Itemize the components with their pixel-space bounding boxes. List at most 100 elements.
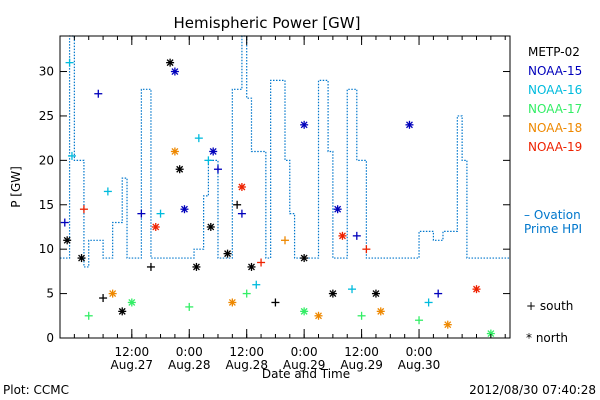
y-axis: 0 5 10 15 20 25 30 [39,65,510,345]
plot-frame [59,35,511,339]
north-point [314,311,323,320]
north-point [472,285,481,294]
x-tick-time-label: 0:00 [176,345,203,359]
north-point [206,222,215,231]
south-point [271,298,280,307]
north-point [192,262,201,271]
south-point [79,205,88,214]
south-point [348,285,357,294]
north-point [247,262,256,271]
north-point [405,120,414,129]
north-point [300,120,309,129]
north-point [371,289,380,298]
north-point [333,205,342,214]
data-points-layer [60,58,495,338]
north-point [443,320,452,329]
south-point [257,258,266,267]
legend-item-noaa-17: NOAA-17 [528,102,582,116]
south-point [213,165,222,174]
south-point [242,289,251,298]
south-point [65,58,74,67]
south-point [415,316,424,325]
north-point [223,249,232,258]
north-point [237,183,246,191]
south-point [146,262,155,271]
x-tick-time-label: 0:00 [406,345,433,359]
south-point [194,134,203,143]
north-point [300,254,309,263]
ovation-hpi-line [60,35,510,268]
north-point [166,58,175,67]
y-tick-label: 15 [39,198,54,212]
south-point [424,298,433,307]
legend-ovation-line2: Prime HPI [524,222,582,236]
x-tick-date-label: Aug.28 [225,358,268,372]
south-point [434,289,443,298]
legend-item-noaa-15: NOAA-15 [528,64,582,78]
north-point [328,289,337,298]
legend: METP-02 NOAA-15 NOAA-16 NOAA-17 NOAA-18 NOAA-… [524,45,582,345]
x-tick-time-label: 12:00 [229,345,264,359]
north-point [108,289,117,298]
x-tick-time-label: 12:00 [115,345,150,359]
x-tick-date-label: Aug.29 [283,358,326,372]
south-point [67,151,76,160]
x-tick-date-label: Aug.27 [111,358,154,372]
marker-legend-north: * north [526,331,568,345]
south-point [252,280,261,289]
south-point [352,231,361,240]
x-tick-date-label: Aug.29 [340,358,383,372]
y-axis-label: P [GW] [9,166,23,208]
ovation-line-layer [60,35,510,268]
marker-legend-south: + south [526,299,573,313]
x-axis: 12:00Aug.270:00Aug.2812:00Aug.280:00Aug.… [59,36,506,372]
north-point [376,307,385,316]
footer-timestamp: 2012/08/30 07:40:28 [469,383,596,397]
south-point [137,209,146,218]
y-tick-label: 10 [39,242,54,256]
south-point [281,236,289,245]
north-point [180,205,189,214]
north-point [127,298,136,307]
south-point [94,89,103,98]
north-point [151,222,160,231]
north-point [175,165,184,174]
x-tick-date-label: Aug.28 [168,358,211,372]
south-point [362,245,371,254]
legend-ovation: – Ovation [524,208,581,222]
south-point [233,200,242,209]
south-point [99,294,108,303]
south-point [84,311,93,320]
x-axis-label: Date and Time [262,367,350,381]
north-point [77,254,86,263]
south-point [204,156,213,165]
south-point [237,209,246,218]
north-point [300,307,309,316]
north-point [228,298,237,307]
legend-item-noaa-19: NOAA-19 [528,140,582,154]
y-tick-label: 5 [46,287,54,301]
footer-plot-credit: Plot: CCMC [3,383,69,397]
south-point [357,311,366,320]
north-point [118,307,127,316]
legend-item-noaa-18: NOAA-18 [528,121,582,135]
north-point [63,236,72,245]
y-tick-label: 20 [39,153,54,167]
south-point [103,187,112,196]
north-point [338,231,347,240]
south-point [60,218,69,227]
y-tick-label: 0 [46,331,54,345]
y-tick-label: 25 [39,109,54,123]
y-tick-label: 30 [39,65,54,79]
north-point [170,147,179,156]
north-point [170,67,179,76]
south-point [156,209,165,218]
south-point [185,302,194,311]
x-tick-time-label: 12:00 [344,345,379,359]
north-point [209,147,218,156]
x-tick-time-label: 0:00 [291,345,318,359]
chart-title: Hemispheric Power [GW] [174,14,361,32]
x-tick-date-label: Aug.30 [398,358,441,372]
legend-item-noaa-16: NOAA-16 [528,83,582,97]
